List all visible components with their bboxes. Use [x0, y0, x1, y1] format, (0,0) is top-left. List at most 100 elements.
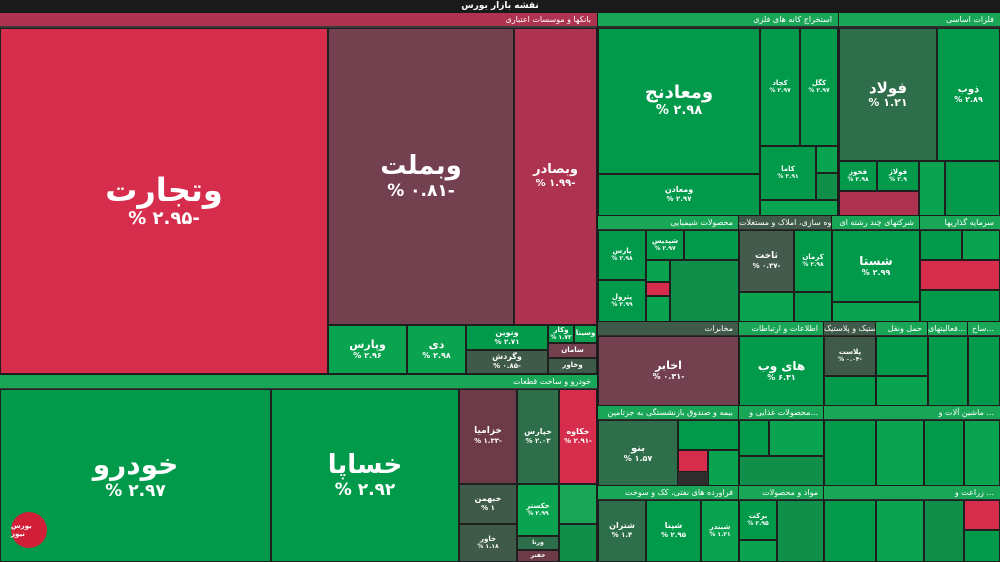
tile-ins-small-2[interactable]	[678, 450, 708, 472]
tile-food-small-2[interactable]	[769, 420, 824, 456]
tile-fparsan[interactable]: پارس ۲.۹۸ %	[598, 230, 646, 280]
tile-saman[interactable]: سامان	[548, 343, 597, 358]
tile-basic-small-1[interactable]	[919, 161, 945, 216]
group-basic-metals: فلزات اساسی فولاد ۱.۲۱ % ذوب ۲.۸۹ % فخوز ۲.…	[838, 12, 1000, 217]
tile-barkat[interactable]: برکت ۲.۹۵ %	[739, 500, 777, 540]
tile-transport-small-1[interactable]	[876, 336, 928, 376]
tile-shpna[interactable]: شپنا ۲.۹۵ %	[646, 500, 701, 562]
tile-ins-small-3[interactable]	[708, 450, 739, 486]
tile-vtejarat[interactable]: وتجارت -۲.۹۵ %	[0, 28, 328, 374]
tile-shepdis[interactable]: شپدیس ۲.۹۷ %	[646, 230, 684, 260]
tile-metal-small-3[interactable]	[760, 200, 838, 216]
tile-shbandar[interactable]: شبندر ۱.۲۱ %	[701, 500, 739, 562]
tile-rubber-small-1[interactable]	[824, 376, 876, 406]
tile-chem-small-3[interactable]	[646, 282, 670, 296]
group-header-auto: خودرو و ساخت قطعات	[0, 375, 597, 388]
tile-khzamia[interactable]: خزامیا -۱.۳۳ %	[459, 389, 517, 484]
group-header-refinery: فراورده های نفتی، کک و سوخت	[598, 486, 739, 499]
tile-mat-small-2[interactable]	[739, 540, 777, 562]
tile-mach-small-2[interactable]	[876, 420, 924, 486]
tile-mach-small-1[interactable]	[824, 420, 876, 486]
tile-auto-small-2[interactable]	[559, 524, 597, 562]
tile-khaftar[interactable]: خفنر	[517, 550, 559, 562]
tile-invest-small-1[interactable]	[928, 336, 968, 406]
tile-agri-small-1[interactable]	[824, 500, 876, 562]
tile-day[interactable]: دی ۲.۹۸ %	[407, 325, 466, 374]
tile-metal-small-2[interactable]	[816, 173, 838, 200]
tile-basic-small-3[interactable]	[839, 191, 919, 216]
tile-vkar[interactable]: وکار ۱.۷۳ %	[548, 325, 574, 343]
group-header-machinery: ماشین آلات و ...	[824, 406, 1000, 419]
tile-food-small-1[interactable]	[739, 420, 769, 456]
tile-khekaveh[interactable]: خکاوه -۲.۹۱ %	[559, 389, 597, 484]
tile-kchad[interactable]: کچاد ۲.۹۷ %	[760, 28, 800, 146]
group-auto: خودرو و ساخت قطعات خودرو ۲.۹۷ % خساپا ۲.۹۲…	[0, 374, 598, 562]
group-header-banks: بانکها و موسسات اعتباری	[0, 13, 597, 26]
tile-mach-small-4[interactable]	[964, 420, 1000, 486]
tile-vmadan2[interactable]: ومعادن ۲.۹۷ %	[598, 174, 760, 216]
group-food: محصولات غذایی و...	[738, 405, 825, 487]
tile-vbsader[interactable]: وبصادر -۱.۹۹ %	[514, 28, 597, 325]
group-invest: فعالیتهای...	[927, 321, 969, 407]
tile-bno[interactable]: بنو ۱.۵۷ %	[598, 420, 678, 486]
tile-multi-small-1[interactable]	[832, 302, 920, 322]
tile-fvlad[interactable]: فولاژ ۲.۹ %	[877, 161, 919, 191]
tile-cap-small-3[interactable]	[920, 260, 1000, 290]
tile-kerman[interactable]: کرمان ۲.۹۸ %	[794, 230, 832, 292]
tile-cap-small-1[interactable]	[920, 230, 962, 260]
tile-shasta[interactable]: شستا ۲.۹۹ %	[832, 230, 920, 302]
tile-chem-small-5[interactable]	[670, 260, 739, 322]
tile-food-small-3[interactable]	[739, 456, 824, 486]
tile-fooldad[interactable]: فولاد ۱.۲۱ %	[839, 28, 937, 161]
group-telecom: مخابرات اخابر -۰.۳۱ %	[597, 321, 740, 407]
tile-cap-small-2[interactable]	[962, 230, 1000, 260]
tile-vsina[interactable]: وسینا	[574, 325, 597, 343]
tile-ins-small-1[interactable]	[678, 420, 739, 450]
group-header-insurance: بیمه و صندوق بازنشستگی به جزتامین	[598, 406, 739, 419]
tile-vparis[interactable]: وپارس ۲.۹۶ %	[328, 325, 407, 374]
tile-mat-small-1[interactable]	[777, 500, 824, 562]
tile-plast[interactable]: پلاست -۰.۰۴ %	[824, 336, 876, 376]
group-machinery: ماشین آلات و ...	[823, 405, 1000, 487]
tile-agri-small-2[interactable]	[876, 500, 924, 562]
tile-akhabr[interactable]: اخابر -۰.۳۱ %	[598, 336, 739, 406]
tile-zob[interactable]: ذوب ۲.۸۹ %	[937, 28, 1000, 161]
tile-vkhavar[interactable]: وخاور	[548, 358, 597, 374]
tile-vgardesh[interactable]: وگردش -۰.۸۵ %	[466, 350, 548, 374]
tile-khbahman[interactable]: خبهمن ۱ %	[459, 484, 517, 524]
tile-mach-small-3[interactable]	[924, 420, 964, 486]
tile-kama[interactable]: کاما ۲.۹۱ %	[760, 146, 816, 200]
group-header-food: محصولات غذایی و...	[739, 406, 824, 419]
tile-shetran[interactable]: شتران ۱.۴ %	[598, 500, 646, 562]
tile-khavar[interactable]: خاور ۱.۱۸ %	[459, 524, 517, 562]
tile-kgol[interactable]: کگل ۲.۹۷ %	[800, 28, 838, 146]
tile-metal-small-1[interactable]	[816, 146, 838, 173]
tile-agri-small-5[interactable]	[964, 530, 1000, 562]
tile-cap-small-4[interactable]	[920, 290, 1000, 322]
tile-agri-small-4[interactable]	[964, 500, 1000, 530]
tile-build-small-1[interactable]	[968, 336, 1000, 406]
tile-basic-small-2[interactable]	[945, 161, 1000, 216]
tile-auto-small-1[interactable]	[559, 484, 597, 524]
tile-chem-small-4[interactable]	[646, 296, 670, 322]
tile-fkhooz[interactable]: فخوز ۲.۹۸ %	[839, 161, 877, 191]
tile-khkaster[interactable]: خکستر ۲.۹۹ %	[517, 484, 559, 536]
tile-khparis[interactable]: خپارس ۲.۰۳ %	[517, 389, 559, 484]
group-header-telecom: مخابرات	[598, 322, 739, 335]
tile-const-small-1[interactable]	[739, 292, 794, 322]
tile-vmaadan[interactable]: ومعادنج ۲.۹۸ %	[598, 28, 760, 174]
tile-vbmellat[interactable]: وبملت -۰.۸۱ %	[328, 28, 514, 325]
tile-transport-small-2[interactable]	[876, 376, 928, 406]
group-header-agri: زراعت و ...	[824, 486, 1000, 499]
tile-const-small-2[interactable]	[794, 292, 832, 322]
tile-petrol[interactable]: پترول ۲.۹۹ %	[598, 280, 646, 322]
tile-khsapa[interactable]: خساپا ۲.۹۲ %	[271, 389, 459, 562]
tile-agri-small-3[interactable]	[924, 500, 964, 562]
tile-haivb[interactable]: های وب ۶.۳۱ %	[739, 336, 824, 406]
tile-takhet[interactable]: ثاخت -۰.۳۷ %	[739, 230, 794, 292]
tile-chem-small-1[interactable]	[684, 230, 739, 260]
tile-vrena[interactable]: ورنا	[517, 536, 559, 550]
group-header-metal-mining: استخراج کانه های فلزی	[598, 13, 838, 26]
tile-chem-small-2[interactable]	[646, 260, 670, 282]
tile-vnovin[interactable]: ونوین ۲.۷۱ %	[466, 325, 548, 350]
